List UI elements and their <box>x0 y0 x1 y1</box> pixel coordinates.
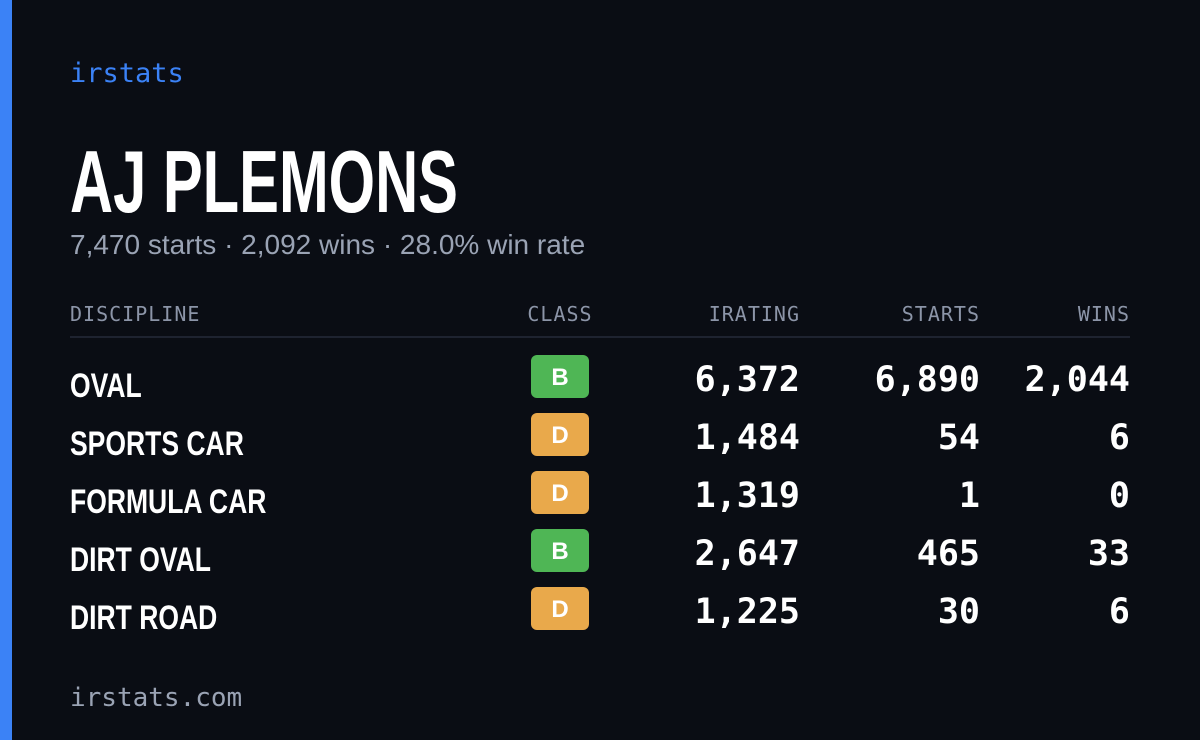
class-badge <box>531 413 589 456</box>
discipline: FORMULA CAR <box>70 483 266 521</box>
irating: 1,225 <box>695 592 800 632</box>
irating: 1,484 <box>695 418 800 458</box>
discipline: DIRT ROAD <box>70 599 217 637</box>
discipline: DIRT OVAL <box>70 541 211 579</box>
class-badge <box>531 355 589 398</box>
wins: 6 <box>1109 592 1130 632</box>
discipline: OVAL <box>70 367 142 405</box>
wins: 6 <box>1109 418 1130 458</box>
class-label: D <box>551 480 568 507</box>
accent-bar <box>0 0 12 740</box>
class-badge <box>531 471 589 514</box>
starts: 30 <box>938 592 980 632</box>
starts: 1 <box>959 476 980 516</box>
column-header: WINS <box>1078 302 1130 326</box>
irating: 2,647 <box>695 534 800 574</box>
brand: irstats <box>70 58 184 89</box>
class-label: D <box>551 422 568 449</box>
class-badge <box>531 587 589 630</box>
class-label: B <box>551 538 568 565</box>
irating: 1,319 <box>695 476 800 516</box>
class-label: D <box>551 596 568 623</box>
discipline: SPORTS CAR <box>70 425 244 463</box>
irating: 6,372 <box>695 360 800 400</box>
starts: 54 <box>938 418 980 458</box>
wins: 33 <box>1088 534 1130 574</box>
column-header: STARTS <box>902 302 980 326</box>
driver-name: AJ PLEMONS <box>70 132 458 231</box>
driver-summary: 7,470 starts · 2,092 wins · 28.0% win ra… <box>70 229 585 260</box>
column-header: IRATING <box>709 302 800 326</box>
class-badge <box>531 529 589 572</box>
column-header: CLASS <box>527 302 592 326</box>
footer: irstats.com <box>70 683 242 713</box>
wins: 0 <box>1109 476 1130 516</box>
starts: 6,890 <box>875 360 980 400</box>
wins: 2,044 <box>1025 360 1130 400</box>
class-label: B <box>551 364 568 391</box>
starts: 465 <box>917 534 980 574</box>
column-header: DISCIPLINE <box>70 302 200 326</box>
